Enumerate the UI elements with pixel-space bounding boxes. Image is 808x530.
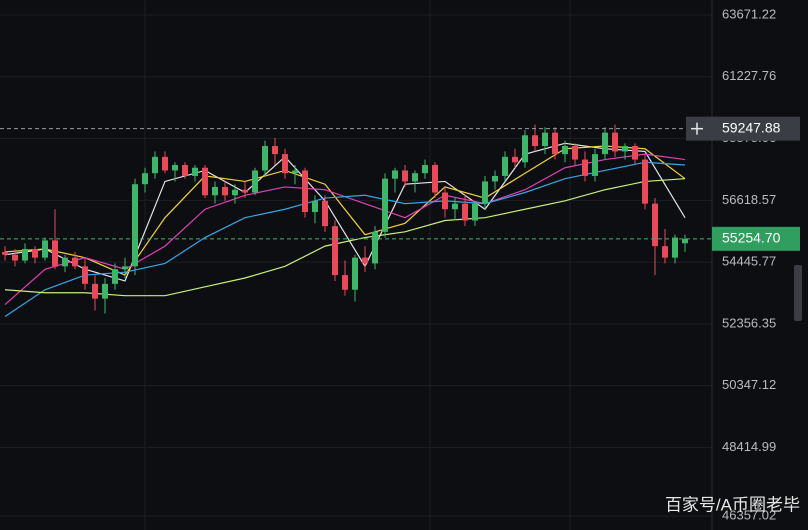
candle-body <box>352 257 358 290</box>
candle-body <box>202 167 208 196</box>
price-label: 55254.70 <box>722 230 781 246</box>
candle-body <box>272 146 278 155</box>
candle-body <box>462 203 468 221</box>
candle-body <box>662 246 668 258</box>
y-tick-label: 61227.76 <box>722 68 776 83</box>
candle-body <box>302 170 308 213</box>
candle-body <box>262 146 268 171</box>
candle-body <box>232 189 238 196</box>
candle-body <box>282 154 288 174</box>
ma-lines <box>4 142 686 318</box>
candle-body <box>672 237 678 258</box>
candle-body <box>532 135 538 147</box>
candle-body <box>502 156 508 176</box>
candle-body <box>182 164 188 176</box>
price-axis: 63671.2261227.7658878.0656618.5754445.77… <box>722 6 776 522</box>
candle-body <box>432 164 438 193</box>
candle-body <box>652 203 658 247</box>
candle-body <box>442 192 448 210</box>
watermark: 百家号/A币圈老毕 <box>665 495 800 514</box>
candle-body <box>222 186 228 196</box>
candle-body <box>212 186 218 196</box>
candle-body <box>32 248 38 258</box>
y-tick-label: 48414.99 <box>722 439 776 454</box>
candle-body <box>402 170 408 182</box>
price-label: 59247.88 <box>722 119 781 135</box>
candle-body <box>482 181 488 204</box>
candle-body <box>52 240 58 267</box>
candle-body <box>412 173 418 182</box>
candle-body <box>682 238 688 244</box>
candle-body <box>642 159 648 204</box>
candle-body <box>572 146 578 160</box>
candle-body <box>492 175 498 182</box>
grid <box>0 14 712 517</box>
candle-body <box>342 275 348 290</box>
candle-body <box>132 184 138 267</box>
candle-body <box>422 164 428 174</box>
candle-body <box>592 154 598 176</box>
y-tick-label: 52356.35 <box>722 315 776 330</box>
candle-body <box>142 173 148 185</box>
candle-body <box>192 167 198 176</box>
candle-body <box>332 226 338 276</box>
candle-body <box>92 283 98 299</box>
candle-body <box>172 164 178 171</box>
price-box <box>712 226 800 251</box>
y-tick-label: 50347.12 <box>722 377 776 392</box>
candle-body <box>242 189 248 193</box>
candle-body <box>12 254 18 261</box>
candle-body <box>62 257 68 267</box>
candle-body <box>512 156 518 163</box>
candle-body <box>322 200 328 227</box>
candle-body <box>552 132 558 155</box>
candle-body <box>312 200 318 213</box>
y-tick-label: 56618.57 <box>722 192 776 207</box>
candle-body <box>42 240 48 258</box>
candle-body <box>612 132 618 152</box>
candle-body <box>82 266 88 284</box>
ma-line <box>4 161 686 318</box>
candle-body <box>102 283 108 299</box>
candle-body <box>622 146 628 152</box>
ma-line <box>4 178 686 297</box>
y-tick-label: 63671.22 <box>722 6 776 21</box>
candle-body <box>162 156 168 171</box>
candle-body <box>472 203 478 221</box>
ma-line <box>4 142 686 282</box>
scroll-handle[interactable] <box>794 265 802 321</box>
candle-body <box>582 159 588 176</box>
y-tick-label: 46357.02 <box>722 507 776 522</box>
candle-body <box>602 132 608 155</box>
candle-body <box>72 257 78 267</box>
candle-body <box>152 156 158 174</box>
candle-body <box>542 132 548 147</box>
candle-body <box>252 170 258 193</box>
candle-body <box>632 146 638 160</box>
candle-body <box>372 231 378 264</box>
vertical-grid <box>144 0 571 530</box>
candle-body <box>522 135 528 163</box>
candle-body <box>292 170 298 174</box>
candle-body <box>562 146 568 155</box>
candle-body <box>22 248 28 261</box>
price-markers: 59247.88 55254.70 <box>0 116 800 251</box>
candle-body <box>382 178 388 232</box>
candle-body <box>362 257 368 264</box>
candle-body <box>392 170 398 179</box>
candle-body <box>452 203 458 210</box>
candle-body <box>2 251 8 255</box>
candles <box>2 124 688 314</box>
candle-body <box>122 266 128 270</box>
price-box <box>686 116 800 141</box>
y-tick-label: 54445.77 <box>722 254 776 269</box>
candle-body <box>112 269 118 284</box>
